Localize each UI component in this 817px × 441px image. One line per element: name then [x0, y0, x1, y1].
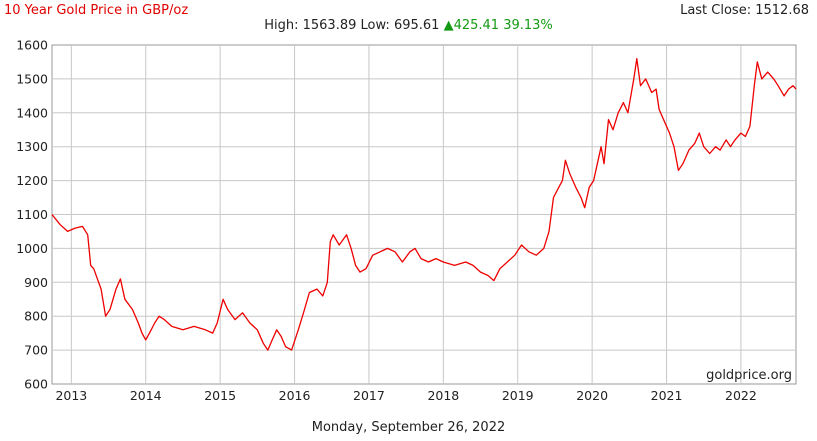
x-tick-label: 2015 [204, 388, 236, 403]
x-tick-label: 2020 [576, 388, 608, 403]
y-tick-label: 800 [24, 309, 48, 324]
low-label: Low: [360, 18, 390, 33]
change-up-arrow-icon: ▲ [443, 18, 454, 33]
y-tick-label: 1100 [16, 207, 48, 222]
y-tick-label: 1000 [16, 241, 48, 256]
footer-date: Monday, September 26, 2022 [311, 420, 506, 435]
low-value: 695.61 [393, 18, 440, 33]
change-value: 425.41 [453, 18, 500, 33]
y-axis: 600 700 800 900 1000 1100 1200 1300 1400 1500 1600 [16, 38, 48, 392]
y-tick-label: 1200 [16, 173, 48, 188]
price-stats: High: 1563.89 Low: 695.61 ▲425.41 39.13% [0, 18, 817, 33]
last-close-value: 1512.68 [755, 3, 809, 18]
change-percent: 39.13% [503, 18, 553, 33]
x-tick-label: 2018 [427, 388, 459, 403]
y-tick-label: 1400 [16, 105, 48, 120]
last-close: Last Close: 1512.68 [680, 3, 809, 18]
x-tick-label: 2022 [725, 388, 757, 403]
chart-title: 10 Year Gold Price in GBP/oz [4, 3, 189, 18]
x-axis: 2013 2014 2015 2016 2017 2018 2019 2020 2021 2022 [55, 388, 756, 403]
high-value: 1563.89 [302, 18, 357, 33]
price-line [51, 57, 797, 351]
x-tick-label: 2019 [502, 388, 534, 403]
grid [52, 45, 796, 384]
y-tick-label: 1300 [16, 139, 48, 154]
x-tick-label: 2014 [130, 388, 162, 403]
high-label: High: [264, 18, 299, 33]
last-close-label: Last Close: [680, 3, 752, 18]
y-tick-label: 1600 [16, 38, 48, 53]
source-watermark: goldprice.org [706, 368, 792, 383]
y-tick-label: 900 [24, 275, 48, 290]
y-tick-label: 700 [24, 343, 48, 358]
x-tick-label: 2021 [651, 388, 683, 403]
x-tick-label: 2017 [353, 388, 385, 403]
x-tick-label: 2013 [55, 388, 87, 403]
y-tick-label: 1500 [16, 71, 48, 86]
x-tick-label: 2016 [279, 388, 311, 403]
y-tick-label: 600 [24, 377, 48, 392]
